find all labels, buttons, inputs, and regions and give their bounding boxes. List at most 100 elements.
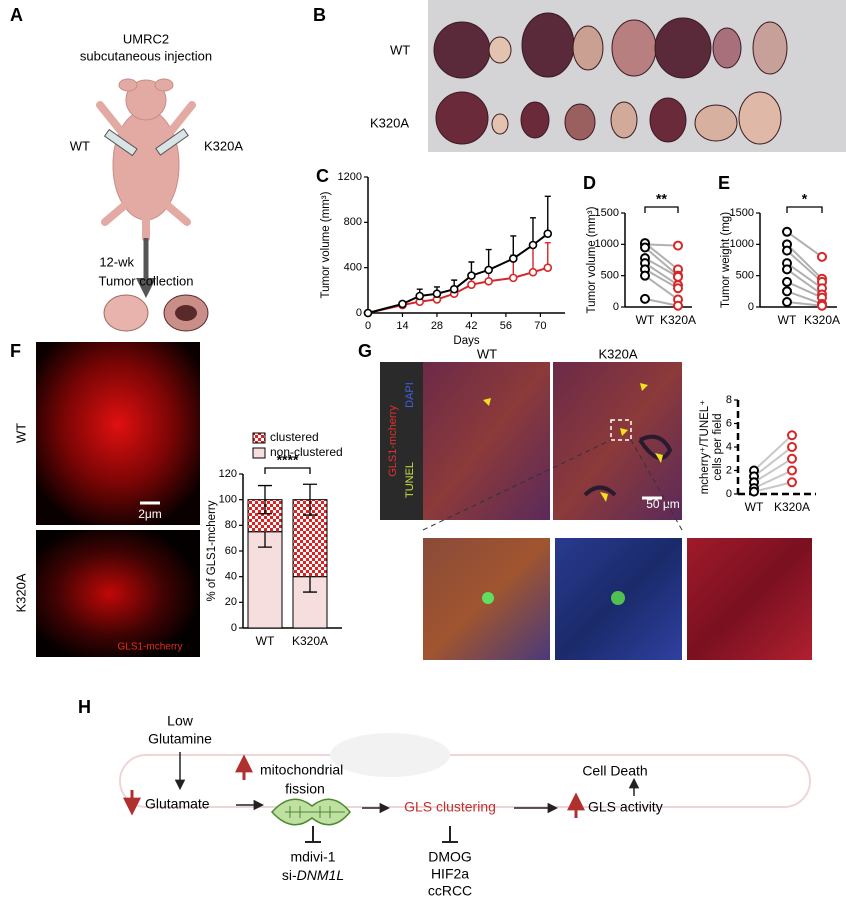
pair-line xyxy=(644,268,679,290)
point xyxy=(782,226,792,237)
scale-label: 2μm xyxy=(138,507,162,521)
y-tick-label: 1000 xyxy=(730,238,754,250)
inhibitor: si-DNM1L xyxy=(282,867,344,883)
panel-label: B xyxy=(313,5,326,25)
y-tick-label: 2 xyxy=(726,464,732,476)
x-tick-label: WT xyxy=(745,500,764,514)
pair-line xyxy=(753,481,793,493)
panel-label: H xyxy=(78,697,91,717)
pair-line xyxy=(786,281,823,299)
point xyxy=(640,270,650,281)
point xyxy=(787,430,797,441)
significance-bracket xyxy=(786,206,823,213)
point xyxy=(787,442,797,452)
point xyxy=(640,242,650,253)
point xyxy=(782,264,792,275)
panel-g-images: GLS1-mcherry DAPI TUNEL 50 μm WT K320A xyxy=(380,346,812,660)
row-label: WT xyxy=(13,423,28,443)
cell-outline xyxy=(119,754,811,808)
significance: ** xyxy=(656,191,667,207)
point xyxy=(543,263,553,272)
point xyxy=(673,271,683,282)
y-tick-label: 0 xyxy=(613,301,619,313)
legend-swatch xyxy=(252,447,266,459)
point xyxy=(467,271,476,280)
pair-line xyxy=(786,230,823,258)
point xyxy=(673,240,683,251)
point xyxy=(528,240,538,250)
pair-line xyxy=(644,257,679,278)
scale-label: 50 μm xyxy=(646,497,680,511)
channel-strip xyxy=(380,362,423,520)
point xyxy=(782,245,792,256)
panel-label: E xyxy=(718,173,730,193)
significance-bracket xyxy=(644,206,679,213)
clustering: GLS clustering xyxy=(404,799,496,815)
error-bar xyxy=(544,195,551,234)
y-axis-label: % of GLS1-mcherry xyxy=(206,500,218,601)
pair-line xyxy=(753,469,793,490)
x-tick-label: WT xyxy=(256,634,275,648)
tumor xyxy=(103,294,149,332)
channel-label: TUNEL xyxy=(404,462,416,498)
y-tick-label: 1200 xyxy=(338,171,362,183)
error-bar xyxy=(303,483,317,516)
point xyxy=(787,477,797,488)
panel-label: G xyxy=(358,341,372,361)
x-tick-label: K320A xyxy=(774,500,810,514)
pair-line xyxy=(644,297,679,307)
y-tick-label: 0 xyxy=(726,488,732,500)
duration: 12-wk xyxy=(99,254,134,269)
pair-line xyxy=(644,274,679,301)
zoom-lines xyxy=(422,439,683,531)
panel-label: C xyxy=(316,166,329,186)
pair-line xyxy=(644,246,679,277)
tunel-spot xyxy=(482,592,494,604)
x-tick-label: K320A xyxy=(804,313,840,327)
point xyxy=(543,229,553,238)
input: Low xyxy=(167,713,194,729)
x-tick-label: 28 xyxy=(431,320,443,332)
y-tick-label: 400 xyxy=(344,262,362,274)
x-tick-label: 42 xyxy=(465,320,477,332)
point xyxy=(398,299,407,309)
panel-b: WT K320A xyxy=(370,0,846,152)
fission: mitochondrial xyxy=(260,762,343,778)
point xyxy=(782,296,792,307)
point xyxy=(817,251,827,262)
pair-line xyxy=(753,446,793,478)
y-tick-label: 500 xyxy=(736,270,754,282)
y-tick-label: 100 xyxy=(219,494,237,506)
point xyxy=(484,276,493,286)
outcome: Tumor collection xyxy=(99,273,194,288)
pair-line xyxy=(786,243,823,280)
glutamate: Glutamate xyxy=(145,796,210,812)
point xyxy=(673,283,683,294)
inhibitor-gene: DNM1L xyxy=(297,867,344,883)
panel-label: F xyxy=(10,341,21,361)
column-label: WT xyxy=(477,346,497,361)
point xyxy=(749,486,759,497)
y-tick-label: 4 xyxy=(726,441,732,453)
point xyxy=(508,254,518,263)
point xyxy=(640,293,650,304)
significance: * xyxy=(802,191,808,207)
y-tick-label: 500 xyxy=(601,270,619,282)
error-bar xyxy=(529,217,536,245)
error-bar xyxy=(258,484,272,515)
point xyxy=(817,300,827,311)
panel-f-images: 2μm GLS1-mcherry WT K320A xyxy=(13,342,200,657)
x-tick-label: K320A xyxy=(292,634,328,648)
y-axis-label: cells per field xyxy=(712,413,724,480)
row-label: K320A xyxy=(13,573,28,612)
pair-line xyxy=(644,243,679,247)
tumor-core xyxy=(175,305,197,321)
nucleus xyxy=(330,733,450,777)
y-axis-label: Tumor volume (mm³) xyxy=(586,206,598,313)
x-tick-label: WT xyxy=(778,313,797,327)
zoom-box xyxy=(610,419,632,441)
y-tick-label: 1500 xyxy=(595,207,619,219)
point xyxy=(673,300,683,311)
point xyxy=(528,267,538,277)
legend-label: clustered xyxy=(270,430,319,444)
